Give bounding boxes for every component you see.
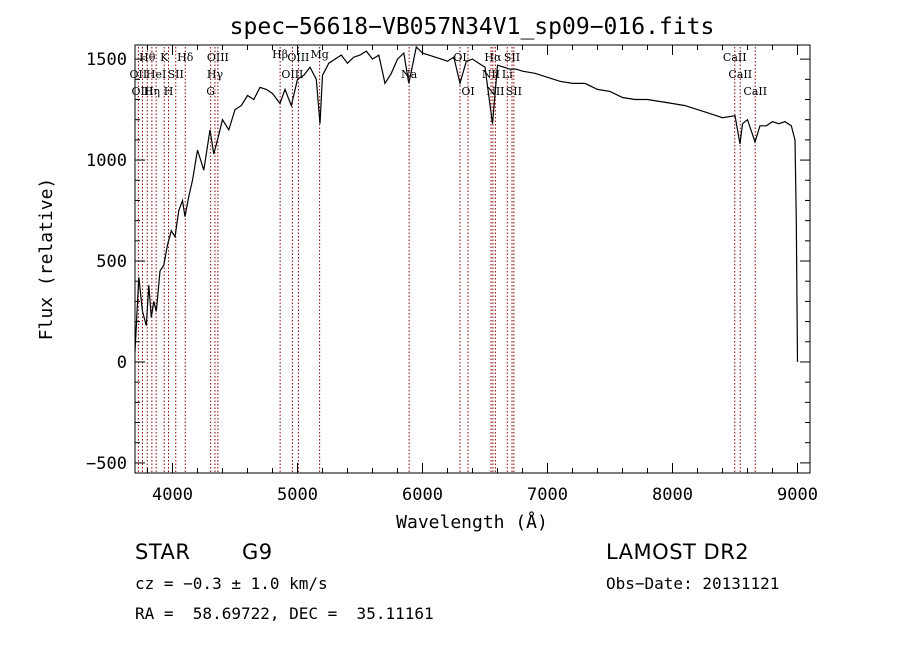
y-axis: −500 0 500 1000 1500	[86, 50, 810, 474]
line-marker-label: Hβ	[272, 48, 288, 61]
line-marker-label: HeI	[146, 68, 166, 81]
x-axis: 4000 5000 6000 7000 8000 9000	[147, 45, 818, 505]
chart-title: spec−56618−VB057N34V1_sp09−016.fits	[230, 14, 715, 40]
spectrum-chart: spec−56618−VB057N34V1_sp09−016.fits OII O…	[36, 14, 818, 533]
line-marker-label: OIII	[287, 51, 309, 64]
x-tick-label: 5000	[277, 485, 318, 505]
x-tick-label: 4000	[152, 485, 193, 505]
line-marker-label: SII	[168, 68, 184, 81]
line-marker-label: G	[206, 85, 215, 98]
y-tick-label: −500	[86, 454, 127, 474]
subclass: G9	[242, 540, 273, 564]
line-marker-label: Mg	[310, 48, 328, 61]
line-marker-label: CaII	[743, 85, 767, 98]
line-marker-label: Hη	[144, 85, 160, 98]
line-marker-label: Na	[401, 68, 418, 81]
survey-name: LAMOST DR2	[606, 540, 750, 564]
line-marker-label: SII	[504, 51, 520, 64]
redshift-value: cz = −0.3 ± 1.0 km/s	[135, 574, 328, 593]
coordinates: RA = 58.69722, DEC = 35.11161	[135, 604, 434, 623]
x-tick-label: 9000	[777, 485, 818, 505]
object-class: STAR	[135, 540, 191, 564]
x-axis-label: Wavelength (Å)	[396, 511, 548, 533]
y-tick-label: 1000	[86, 151, 127, 171]
line-marker-label: OII	[130, 68, 148, 81]
line-marker-label: Li	[502, 68, 513, 81]
y-tick-label: 500	[96, 252, 127, 272]
emission-line-markers	[137, 47, 756, 473]
x-tick-label: 8000	[652, 485, 693, 505]
x-tick-label: 7000	[527, 485, 568, 505]
spectrum-line	[134, 45, 799, 363]
line-marker-label: OI	[453, 51, 466, 64]
line-marker-label: K	[160, 51, 169, 64]
line-marker-label: OIII	[131, 85, 153, 98]
line-marker-label: OIII	[207, 51, 229, 64]
line-marker-label: Hα	[484, 51, 502, 64]
line-marker-label: CaII	[723, 51, 747, 64]
observation-date: Obs−Date: 20131121	[606, 574, 780, 593]
y-tick-label: 1500	[86, 50, 127, 70]
line-marker-label: CaII	[728, 68, 752, 81]
line-marker-label: OIII	[281, 68, 303, 81]
y-axis-label: Flux (relative)	[36, 178, 57, 341]
line-marker-label: H	[164, 85, 174, 98]
line-marker-label: SII	[506, 85, 522, 98]
line-marker-label: Hγ	[207, 68, 224, 81]
x-tick-label: 6000	[402, 485, 443, 505]
line-marker-label: Hθ	[139, 51, 156, 64]
line-marker-label: Hδ	[177, 51, 194, 64]
y-tick-label: 0	[117, 353, 127, 373]
line-marker-label: OI	[461, 85, 474, 98]
